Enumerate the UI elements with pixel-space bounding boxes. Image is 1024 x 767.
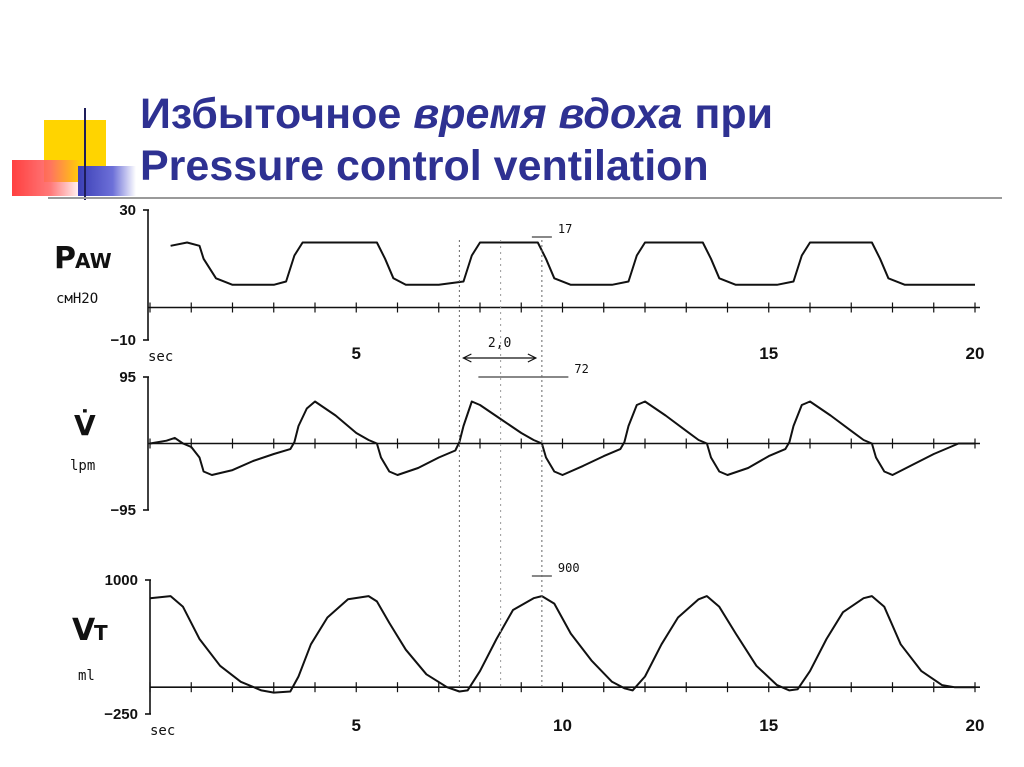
unit-label: cмH2O bbox=[56, 291, 98, 307]
y-tick-label: −250 bbox=[104, 706, 138, 723]
y-tick-label: −95 bbox=[111, 502, 136, 519]
peak-label: 900 bbox=[558, 561, 580, 575]
y-tick-label: −10 bbox=[111, 332, 136, 349]
interval-arrow-left bbox=[462, 353, 472, 363]
unit-label: ml bbox=[78, 668, 95, 684]
y-tick-label: 1000 bbox=[105, 572, 138, 589]
x-tick-label: 15 bbox=[759, 716, 778, 735]
channel-label-vt: V bbox=[72, 613, 96, 648]
interval-label: 2,0 bbox=[488, 336, 511, 351]
x-tick-label: 20 bbox=[966, 344, 985, 363]
trace-V̇ bbox=[149, 400, 975, 476]
peak-label: 17 bbox=[558, 222, 572, 236]
channel-label-paw: P bbox=[54, 241, 76, 276]
x-tick-label: 10 bbox=[553, 716, 572, 735]
deco-blue-gradient bbox=[78, 166, 136, 196]
trace-Paw bbox=[170, 241, 975, 286]
slide-title: Избыточное время вдоха при Pressure cont… bbox=[140, 88, 1000, 192]
x-tick-label: 5 bbox=[352, 716, 361, 735]
channel-label-flow: V̇ bbox=[74, 409, 96, 442]
x-tick-label: 15 bbox=[759, 344, 778, 363]
x-tick-label: 20 bbox=[966, 716, 985, 735]
title-part3: при bbox=[682, 90, 774, 138]
channel-label-vt-sub: T bbox=[94, 621, 108, 645]
trace-Vt bbox=[149, 595, 975, 694]
y-tick-label: 95 bbox=[119, 369, 136, 386]
title-line2: Pressure control ventilation bbox=[140, 142, 709, 190]
deco-vertical-line bbox=[84, 108, 86, 200]
deco-red-gradient bbox=[12, 160, 82, 196]
title-rule bbox=[48, 197, 1002, 199]
channel-label-paw-sub: AW bbox=[75, 249, 112, 273]
title-part1: Избыточное bbox=[140, 90, 414, 138]
x-tick-label: 5 bbox=[352, 344, 361, 363]
x-axis-label: sec bbox=[148, 349, 173, 365]
unit-label: lpm bbox=[70, 458, 95, 474]
peak-label: 72 bbox=[574, 362, 588, 376]
interval-arrow-right bbox=[527, 353, 538, 363]
y-tick-label: 30 bbox=[119, 202, 136, 219]
x-axis-label: sec bbox=[150, 723, 175, 739]
title-part2-italic: время вдоха bbox=[413, 90, 683, 138]
